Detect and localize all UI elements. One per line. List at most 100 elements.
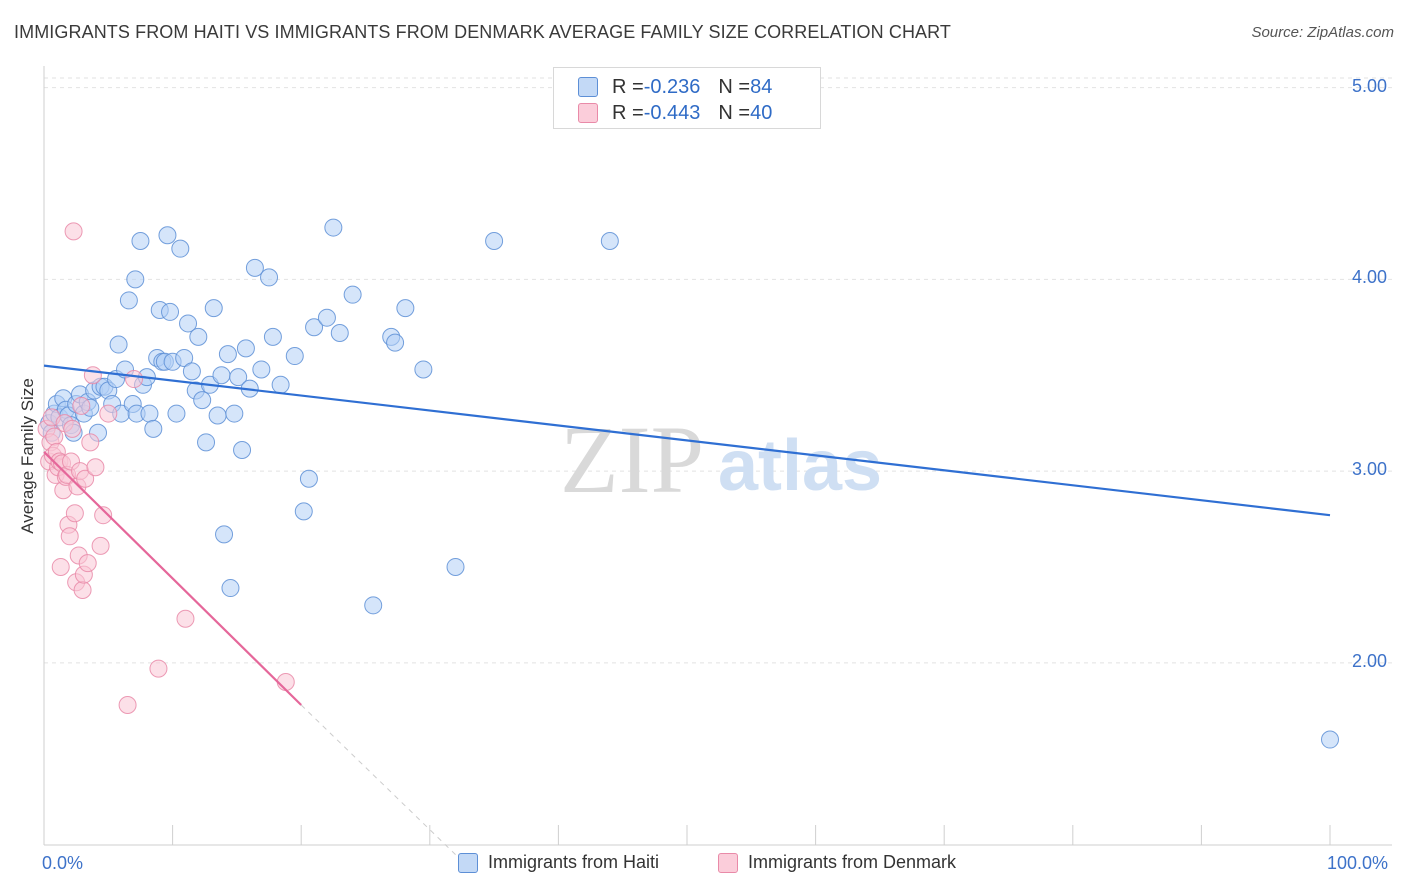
data-point [63,419,82,438]
legend-r-label: R = [612,101,644,124]
data-point [126,270,145,289]
legend-r-value: -0.443 [643,101,701,124]
grid-lines [44,77,1392,664]
y-tick-label: 2.00 [1352,650,1388,671]
legend-row-haiti: R = -0.236 N = 84 [578,74,772,100]
data-point [119,291,138,310]
data-point [149,659,168,678]
data-point [118,696,137,715]
data-point [60,527,79,546]
legend-n-label: N = [718,101,751,124]
data-point [73,580,92,599]
data-point [189,327,208,346]
data-point [236,339,255,358]
trend-line-haiti [43,364,1331,517]
data-point [179,314,198,333]
data-point [276,673,295,692]
data-point [161,302,180,321]
data-point [263,327,282,346]
y-tick-label: 4.00 [1352,267,1388,288]
data-point [76,469,95,488]
data-point [299,469,318,488]
trend-line-denmark [43,451,302,706]
data-point [140,404,159,423]
data-point [204,299,223,318]
data-point [208,406,227,425]
data-point [233,440,252,459]
data-point [271,375,290,394]
data-point [176,609,195,628]
legend-r-label: R = [612,75,644,98]
bottom-swatch-denmark [718,852,738,873]
legend-r-value: -0.236 [643,75,701,98]
bottom-swatch-haiti [458,852,478,873]
data-point [171,239,190,258]
data-point [78,554,97,573]
data-point [446,557,465,576]
data-point [91,536,110,555]
data-point [167,404,186,423]
legend-swatch-haiti [578,77,598,97]
data-point [65,504,84,523]
bottom-legend-denmark-label: Immigrants from Denmark [748,852,957,872]
x-tick-max: 100.0% [1327,853,1389,873]
data-point [218,345,237,364]
bottom-legend-haiti-label: Immigrants from Haiti [488,852,660,872]
legend-n-value: 40 [750,101,773,124]
data-point [64,222,83,241]
data-point [229,368,248,387]
data-point [485,231,504,250]
data-point [158,226,177,245]
bottom-legend-haiti: Immigrants from Haiti [458,852,659,873]
data-point [221,579,240,598]
data-point [212,366,231,385]
data-point [305,318,324,337]
data-point [86,458,105,477]
data-point [94,506,113,525]
y-tick-label: 5.00 [1352,75,1388,96]
data-point [396,299,415,318]
watermark-atlas: atlas [718,426,882,506]
data-point [215,525,234,544]
legend-n-label: N = [718,75,751,98]
data-point [175,348,194,367]
data-point [125,370,144,389]
data-point [252,360,271,379]
legend-row-denmark: R = -0.443 N = 40 [578,100,772,126]
watermark-zip: ZIP [560,406,704,513]
data-point [330,324,349,343]
data-point [245,258,264,277]
legend-swatch-denmark [578,103,598,123]
data-point [99,404,118,423]
data-point [414,360,433,379]
data-point [197,433,216,452]
data-point [182,362,201,381]
data-point [285,347,304,366]
data-point [260,268,279,287]
data-point [83,366,102,385]
series-denmark-points [37,222,295,715]
legend-n-value: 84 [750,75,773,98]
data-point [343,285,362,304]
data-point [386,333,405,352]
y-tick-label: 3.00 [1352,459,1388,480]
data-point [1321,730,1339,749]
x-tick-min: 0.0% [42,853,84,873]
data-point [364,596,383,615]
data-point [324,218,343,237]
trend-line-denmark-extension [300,704,456,855]
data-point [51,557,70,576]
data-point [294,502,313,521]
data-point [131,231,150,250]
data-point [109,335,128,354]
correlation-legend: R = -0.236 N = 84 R = -0.443 N = 40 [553,67,821,129]
bottom-legend-denmark: Immigrants from Denmark [718,852,956,873]
chart-title: IMMIGRANTS FROM HAITI VS IMMIGRANTS FROM… [14,22,952,42]
data-point [81,433,100,452]
source-credit: Source: ZipAtlas.com [1251,24,1394,41]
trend-lines [43,364,1331,855]
data-point [600,231,619,250]
data-point [225,404,244,423]
data-point [317,308,336,327]
